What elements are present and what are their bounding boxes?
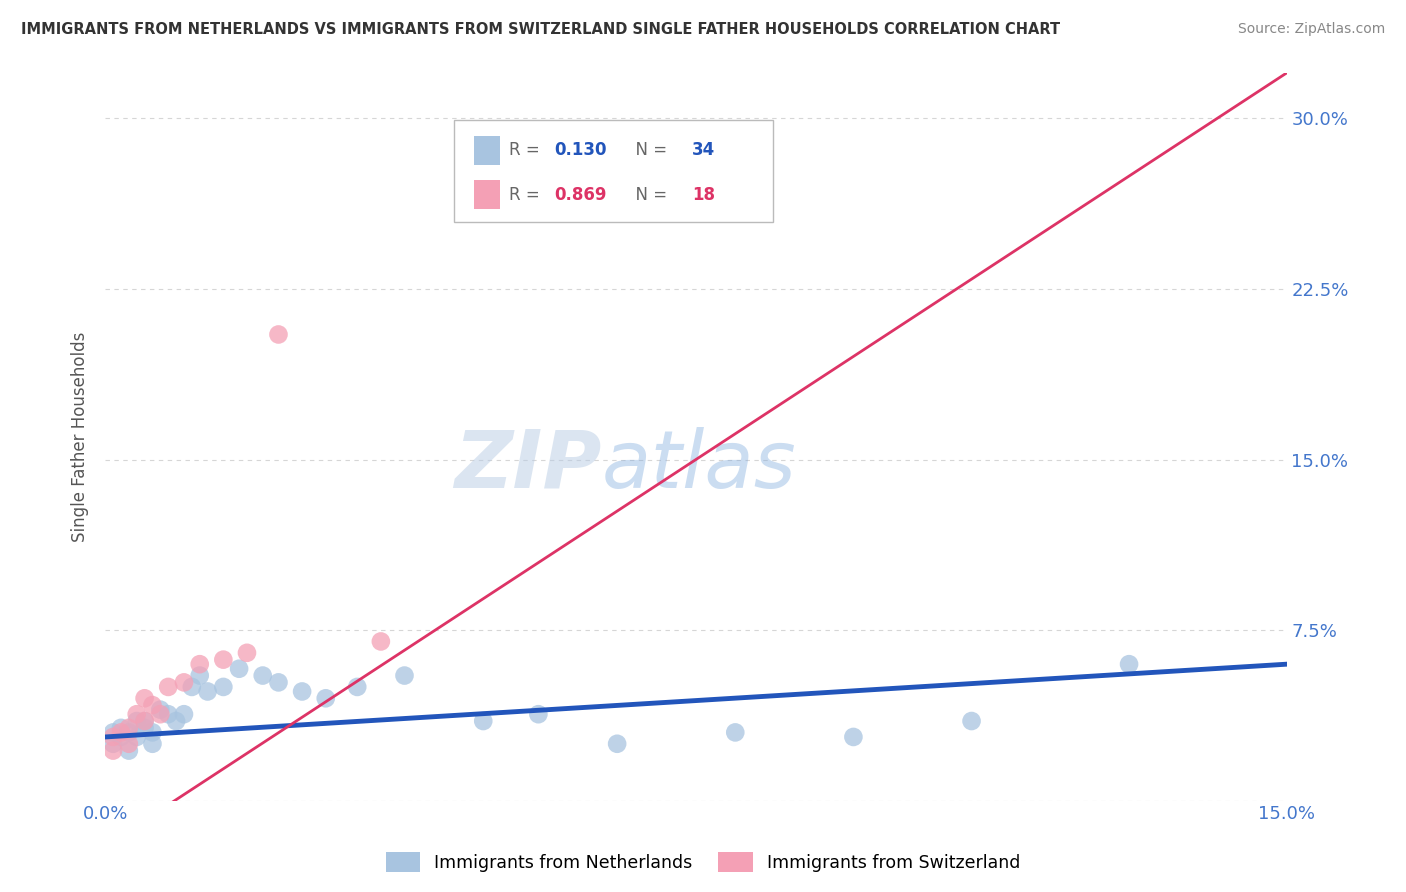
Point [606, 737, 628, 751]
Point [134, 714, 156, 728]
Point [101, 743, 124, 757]
Text: 34: 34 [692, 142, 716, 160]
Text: N =: N = [626, 186, 672, 204]
FancyBboxPatch shape [454, 120, 773, 222]
Point [101, 737, 124, 751]
Point [212, 680, 235, 694]
Point [1118, 657, 1140, 672]
Y-axis label: Single Father Households: Single Father Households [72, 332, 89, 542]
Point [346, 680, 368, 694]
Point [110, 725, 132, 739]
Point [110, 721, 132, 735]
Point [842, 730, 865, 744]
Point [472, 714, 495, 728]
Point [252, 668, 274, 682]
Point [118, 737, 141, 751]
Point [149, 703, 172, 717]
Point [134, 714, 156, 728]
Point [134, 691, 156, 706]
Text: R =: R = [509, 142, 546, 160]
Point [188, 668, 211, 682]
Point [101, 730, 124, 744]
Point [118, 725, 141, 739]
Point [141, 698, 163, 712]
Point [394, 668, 416, 682]
Text: Source: ZipAtlas.com: Source: ZipAtlas.com [1237, 22, 1385, 37]
Text: N =: N = [626, 142, 672, 160]
Point [267, 327, 290, 342]
Point [960, 714, 983, 728]
Point [236, 646, 259, 660]
Point [134, 721, 156, 735]
Point [527, 707, 550, 722]
Text: 0.130: 0.130 [554, 142, 606, 160]
Bar [474, 136, 499, 165]
Point [228, 662, 250, 676]
Point [110, 730, 132, 744]
Point [527, 134, 550, 148]
Point [125, 714, 148, 728]
Bar [474, 180, 499, 210]
Point [173, 675, 195, 690]
Legend: Immigrants from Netherlands, Immigrants from Switzerland: Immigrants from Netherlands, Immigrants … [378, 845, 1028, 879]
Text: IMMIGRANTS FROM NETHERLANDS VS IMMIGRANTS FROM SWITZERLAND SINGLE FATHER HOUSEHO: IMMIGRANTS FROM NETHERLANDS VS IMMIGRANT… [21, 22, 1060, 37]
Point [370, 634, 392, 648]
Point [149, 707, 172, 722]
Text: 18: 18 [692, 186, 716, 204]
Point [125, 707, 148, 722]
Point [118, 743, 141, 757]
Point [141, 725, 163, 739]
Point [157, 707, 180, 722]
Point [118, 721, 141, 735]
Point [315, 691, 337, 706]
Point [188, 657, 211, 672]
Point [101, 725, 124, 739]
Point [180, 680, 202, 694]
Text: atlas: atlas [602, 427, 796, 505]
Point [125, 730, 148, 744]
Text: 0.869: 0.869 [554, 186, 606, 204]
Point [157, 680, 180, 694]
Text: ZIP: ZIP [454, 427, 602, 505]
Point [141, 737, 163, 751]
Point [165, 714, 187, 728]
Point [291, 684, 314, 698]
Point [173, 707, 195, 722]
Point [197, 684, 219, 698]
Point [724, 725, 747, 739]
Text: R =: R = [509, 186, 546, 204]
Point [267, 675, 290, 690]
Point [212, 653, 235, 667]
